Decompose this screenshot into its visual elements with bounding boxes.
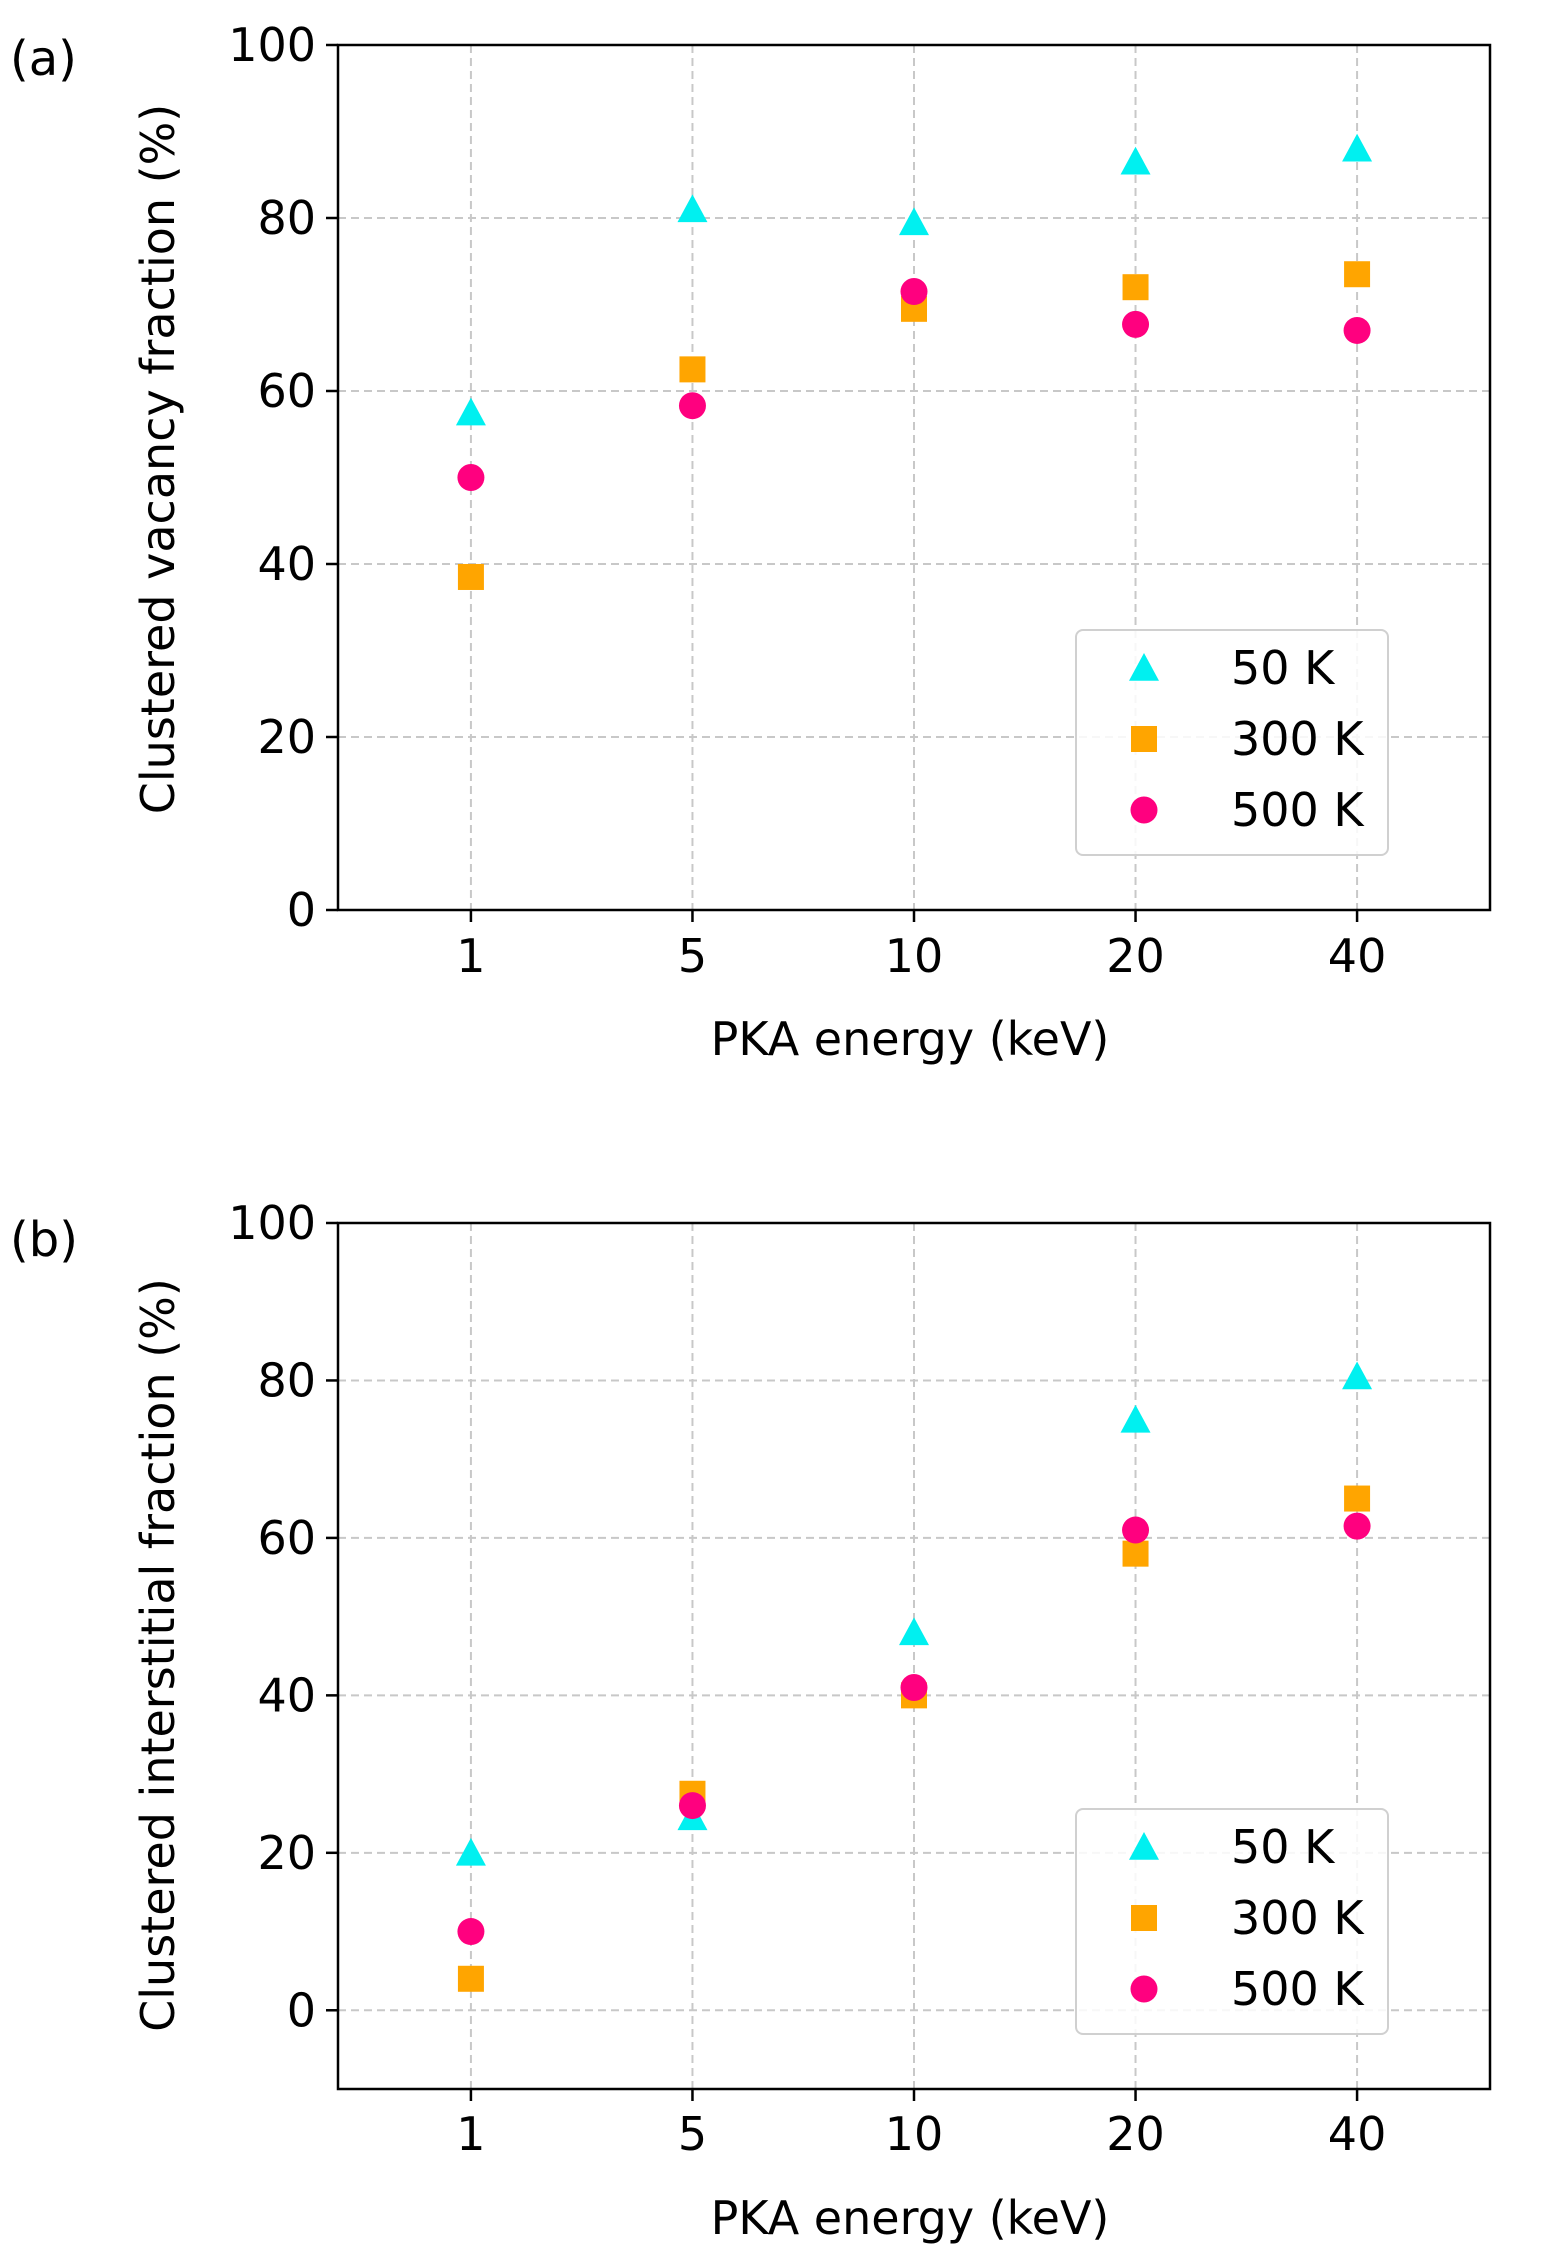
x-tick-label: 40 — [1328, 2107, 1387, 2161]
legend-box — [1075, 1808, 1389, 2035]
y-tick-label: 0 — [287, 883, 316, 937]
data-point — [455, 397, 486, 426]
x-tick-label: 1 — [456, 2107, 485, 2161]
x-tick-label: 5 — [678, 929, 707, 983]
plot-frame — [336, 43, 1492, 912]
data-point — [678, 1792, 706, 1820]
legend-label: 50 K — [1231, 1820, 1336, 1874]
data-point — [1122, 310, 1150, 338]
plot-frame — [336, 1221, 1492, 2091]
legend: 50 K 300 K 500 K — [1075, 1808, 1389, 2035]
y-tick-label: 0 — [287, 1983, 316, 2037]
y-tick-label: 80 — [257, 1353, 316, 1407]
legend-marker — [1130, 796, 1158, 824]
x-tick-label: 5 — [678, 2107, 707, 2161]
legend-label: 300 K — [1231, 1891, 1365, 1945]
legend-box — [1075, 629, 1389, 856]
data-point — [1122, 274, 1149, 301]
panel-b: (b) PKA energy (keV) Clustered interstit… — [10, 1196, 1492, 2245]
panel-a: (a) PKA energy (keV) Clustered vacancy f… — [10, 18, 1492, 1066]
legend-label: 500 K — [1231, 1962, 1365, 2016]
x-axis-label: PKA energy (keV) — [711, 2191, 1110, 2245]
y-tick-label: 40 — [257, 537, 316, 591]
legend-label: 500 K — [1231, 783, 1365, 837]
legend-marker — [1129, 653, 1159, 681]
y-tick-label: 100 — [228, 1196, 316, 1250]
data-point — [457, 1965, 484, 1992]
data-point — [457, 464, 485, 491]
data-point — [1343, 1512, 1371, 1540]
data-point — [899, 207, 929, 236]
data-point — [899, 1617, 929, 1646]
legend-label: 300 K — [1231, 712, 1365, 766]
x-tick-label: 1 — [456, 929, 485, 983]
y-tick-label: 20 — [257, 1826, 316, 1880]
x-tick-label: 20 — [1106, 929, 1165, 983]
x-tick-label: 20 — [1106, 2107, 1165, 2161]
x-tick-label: 40 — [1328, 929, 1387, 983]
data-point — [1342, 133, 1373, 162]
data-point — [457, 1918, 485, 1946]
y-axis-label: Clustered interstitial fraction (%) — [131, 1278, 185, 2032]
panel-label: (a) — [10, 31, 77, 87]
y-tick-label: 40 — [257, 1668, 316, 1722]
data-point — [457, 563, 484, 590]
y-tick-label: 20 — [257, 710, 316, 764]
data-point — [1343, 316, 1371, 344]
panel-label: (b) — [10, 1212, 78, 1268]
data-point — [1344, 1485, 1371, 1512]
legend: 50 K 300 K 500 K — [1075, 629, 1389, 856]
data-point — [679, 356, 706, 383]
series-circle — [457, 278, 1371, 491]
data-point — [455, 1837, 486, 1866]
x-tick-label: 10 — [885, 929, 944, 983]
series-circle — [457, 1512, 1371, 1946]
data-point — [1122, 1540, 1149, 1567]
data-point — [1342, 1361, 1373, 1390]
y-tick-label: 60 — [257, 1511, 316, 1565]
legend-marker — [1131, 1905, 1157, 1931]
y-axis-label: Clustered vacancy fraction (%) — [131, 104, 185, 814]
data-point — [1120, 146, 1151, 175]
data-point — [900, 278, 928, 306]
data-point — [1122, 1516, 1150, 1544]
data-point — [1344, 261, 1371, 288]
data-point — [1120, 1404, 1151, 1433]
data-point — [900, 1673, 928, 1701]
y-tick-label: 80 — [257, 191, 316, 245]
legend-marker — [1131, 726, 1157, 752]
legend-marker — [1130, 1975, 1158, 2003]
x-axis-label: PKA energy (keV) — [711, 1012, 1110, 1066]
legend-label: 50 K — [1231, 641, 1336, 695]
series-triangle — [455, 133, 1373, 426]
legend-marker — [1129, 1832, 1159, 1860]
data-point — [677, 194, 708, 223]
y-tick-label: 100 — [228, 18, 316, 72]
y-tick-label: 60 — [257, 364, 316, 418]
data-point — [678, 392, 706, 420]
x-tick-label: 10 — [885, 2107, 944, 2161]
